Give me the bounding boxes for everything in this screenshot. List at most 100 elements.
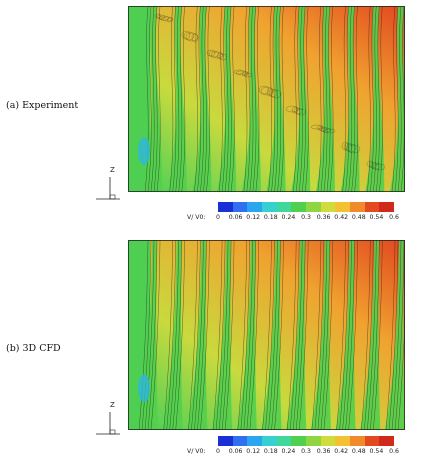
- contour-line: [295, 240, 306, 430]
- contour-line: [212, 240, 223, 430]
- contour-line: [394, 6, 399, 192]
- contour-line: [292, 240, 303, 430]
- contour-line: [150, 6, 155, 192]
- contour-line: [147, 6, 152, 192]
- contour-line: [292, 6, 297, 192]
- contour-line: [342, 240, 352, 430]
- colorbar-b-ticks: 0 0.06 0.12 0.18 0.24 0.3 0.36 0.42 0.48 0.54 0.6: [211, 448, 401, 458]
- contour-line: [339, 240, 349, 430]
- contour-line: [147, 240, 158, 430]
- contour-island: [243, 72, 253, 78]
- contour-line: [203, 6, 207, 192]
- contour-line: [286, 240, 297, 430]
- wake-band: [365, 6, 385, 192]
- contour-line: [370, 240, 380, 430]
- colorbar-tick-label: 0.06: [228, 214, 243, 221]
- contour-island: [345, 143, 357, 153]
- contour-island: [154, 13, 162, 19]
- contour-line: [388, 240, 399, 430]
- contour-line: [317, 6, 322, 192]
- contour-line: [249, 6, 254, 192]
- contour-line: [268, 240, 278, 430]
- contour-line: [188, 240, 198, 430]
- contour-line: [240, 240, 251, 430]
- axis-z-label-a: Z: [110, 166, 115, 174]
- colorbar-swatch: [364, 436, 380, 446]
- contour-line: [367, 240, 377, 430]
- contour-line: [311, 240, 322, 430]
- colorbar-swatch: [335, 202, 351, 212]
- colorbar-swatch: [262, 202, 277, 212]
- wake-band: [390, 6, 405, 192]
- contour-line: [385, 240, 396, 430]
- contour-line: [348, 6, 353, 192]
- contour-island: [291, 106, 299, 114]
- axis-triad-b-icon: [96, 412, 120, 435]
- contour-island: [166, 17, 174, 23]
- contour-line: [280, 6, 284, 192]
- colorbar-a: [218, 202, 395, 212]
- wake-band: [241, 6, 261, 192]
- contour-line: [274, 6, 278, 192]
- contour-line: [163, 240, 173, 430]
- panel-a-label: (a) Experiment: [6, 100, 79, 111]
- colorbar-swatch: [276, 436, 292, 446]
- colorbar-swatch: [379, 436, 395, 446]
- contour-line: [221, 240, 232, 430]
- colorbar-tick-label: 0.42: [334, 448, 349, 455]
- wake-band: [217, 6, 237, 192]
- contour-line: [289, 240, 300, 430]
- colorbar-swatch: [350, 202, 365, 212]
- axis-triad-a-icon: [96, 177, 120, 200]
- contour-line: [255, 6, 260, 192]
- low-velocity-region: [138, 374, 150, 403]
- colorbar-tick-label: 0.3: [301, 214, 311, 221]
- contour-line: [376, 6, 380, 192]
- contour-line: [361, 240, 371, 430]
- contour-island: [270, 89, 282, 99]
- contour-field: [128, 240, 405, 430]
- contour-island: [295, 108, 307, 116]
- contour-line: [370, 6, 374, 192]
- colorbar-tick-label: 0.36: [316, 448, 331, 455]
- colorbar-b-title: V/ V0:: [187, 448, 206, 455]
- contour-line: [166, 240, 176, 430]
- contour-line: [348, 240, 358, 430]
- colorbar-swatch: [276, 202, 292, 212]
- contour-line: [271, 240, 281, 430]
- colorbar-swatch: [218, 202, 233, 212]
- colorbar-tick-label: 0.48: [351, 448, 366, 455]
- colorbar-swatch: [350, 436, 365, 446]
- contour-line: [169, 240, 179, 430]
- cfd-contour-plot: [128, 240, 405, 430]
- contour-island: [372, 163, 386, 171]
- contour-line: [298, 240, 309, 430]
- colorbar-tick-label: 0.12: [246, 448, 261, 455]
- contour-line: [394, 240, 405, 430]
- contour-line: [144, 240, 155, 430]
- colorbar-tick-label: 0.6: [389, 214, 399, 221]
- colorbar-tick-label: 0.18: [263, 214, 278, 221]
- contour-line: [178, 6, 183, 192]
- contour-line: [156, 6, 161, 192]
- colorbar-swatch: [218, 436, 233, 446]
- contour-line: [323, 6, 328, 192]
- contour-line: [206, 6, 210, 192]
- contour-island: [366, 160, 374, 168]
- colorbar-swatch: [335, 436, 351, 446]
- contour-line: [379, 6, 383, 192]
- colorbar-swatch: [306, 202, 321, 212]
- colorbar-swatch: [262, 436, 277, 446]
- colorbar-a-ticks: 0 0.06 0.12 0.18 0.24 0.3 0.36 0.42 0.48 0.54 0.6: [211, 214, 401, 224]
- contour-island: [160, 16, 174, 22]
- colorbar-swatch: [247, 436, 263, 446]
- contour-line: [351, 6, 356, 192]
- contour-line: [243, 6, 248, 192]
- contour-island: [341, 141, 349, 151]
- colorbar-a-title: V/ V0:: [187, 214, 206, 221]
- contour-island: [320, 127, 332, 133]
- contour-line: [246, 6, 251, 192]
- contour-line: [150, 240, 161, 430]
- colorbar-swatch: [320, 436, 336, 446]
- panel-b-label: (b) 3D CFD: [6, 343, 61, 354]
